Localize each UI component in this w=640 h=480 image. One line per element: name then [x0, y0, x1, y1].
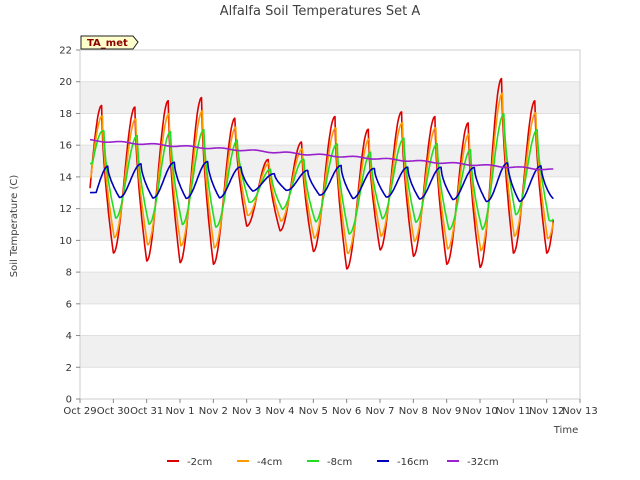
series-line-minus-8cm: [89, 112, 554, 235]
legend-label: -32cm: [467, 457, 499, 468]
x-axis: Oct 29 Oct 30 Oct 31 Nov 1 Nov 2 Nov 3 Nov 4 No…: [63, 399, 598, 417]
legend: -2cm -4cm -8cm -16cm -32cm: [167, 457, 499, 468]
x-tick-label: Nov 2: [199, 406, 228, 417]
ta-met-badge: TA_met: [80, 35, 139, 50]
x-tick-label: Oct 31: [130, 406, 163, 417]
y-tick-label: 2: [66, 363, 72, 374]
x-tick-label: Nov 11: [496, 406, 531, 417]
x-axis-label: Time: [553, 425, 578, 436]
grid-band: [80, 50, 580, 82]
series-line-minus-32cm: [89, 138, 554, 171]
x-tick-label: Nov 6: [332, 406, 361, 417]
x-tick-label: Nov 9: [432, 406, 461, 417]
x-tick-label: Nov 13: [562, 406, 597, 417]
y-tick-label: 8: [66, 268, 72, 279]
y-tick-label: 18: [59, 109, 72, 120]
x-tick-label: Oct 30: [97, 406, 130, 417]
x-tick-label: Nov 10: [462, 406, 497, 417]
y-tick-label: 12: [59, 204, 72, 215]
x-tick-label: Nov 8: [399, 406, 428, 417]
grid-band: [80, 81, 580, 114]
grid-band: [80, 240, 580, 273]
grid-band: [80, 367, 580, 399]
y-tick-label: 4: [66, 331, 72, 342]
y-tick-label: 10: [59, 236, 72, 247]
y-axis-label: Soil Temperature (C): [9, 175, 20, 278]
x-tick-label: Nov 3: [232, 406, 261, 417]
grid-band: [80, 303, 580, 336]
plot-background: [80, 49, 580, 400]
ta-met-badge-label: TA_met: [87, 38, 128, 49]
y-tick-label: 0: [66, 395, 72, 406]
chart-title: Alfalfa Soil Temperatures Set A: [220, 4, 421, 19]
grid-band: [80, 335, 580, 368]
y-tick-label: 6: [66, 299, 72, 310]
grid-band: [80, 208, 580, 241]
y-tick-label: 22: [59, 46, 72, 57]
y-tick-label: 16: [59, 141, 72, 152]
legend-label: -4cm: [257, 457, 282, 468]
plot-frame: [79, 49, 581, 400]
x-tick-label: Nov 12: [529, 406, 564, 417]
y-tick-label: 20: [59, 77, 72, 88]
legend-label: -8cm: [327, 457, 352, 468]
x-tick-label: Nov 7: [365, 406, 394, 417]
series-lines: [89, 77, 555, 270]
legend-label: -16cm: [397, 457, 429, 468]
grid-band: [80, 272, 580, 304]
x-tick-label: Oct 29: [63, 406, 96, 417]
y-tick-label: 14: [59, 172, 72, 183]
y-axis: 0 2 4 6 8 10 12 14 16 18 20 22: [59, 46, 80, 406]
x-tick-label: Nov 1: [165, 406, 194, 417]
series-line-minus-16cm: [89, 160, 554, 203]
legend-label: -2cm: [187, 457, 212, 468]
x-tick-label: Nov 5: [299, 406, 328, 417]
x-tick-label: Nov 4: [265, 406, 294, 417]
